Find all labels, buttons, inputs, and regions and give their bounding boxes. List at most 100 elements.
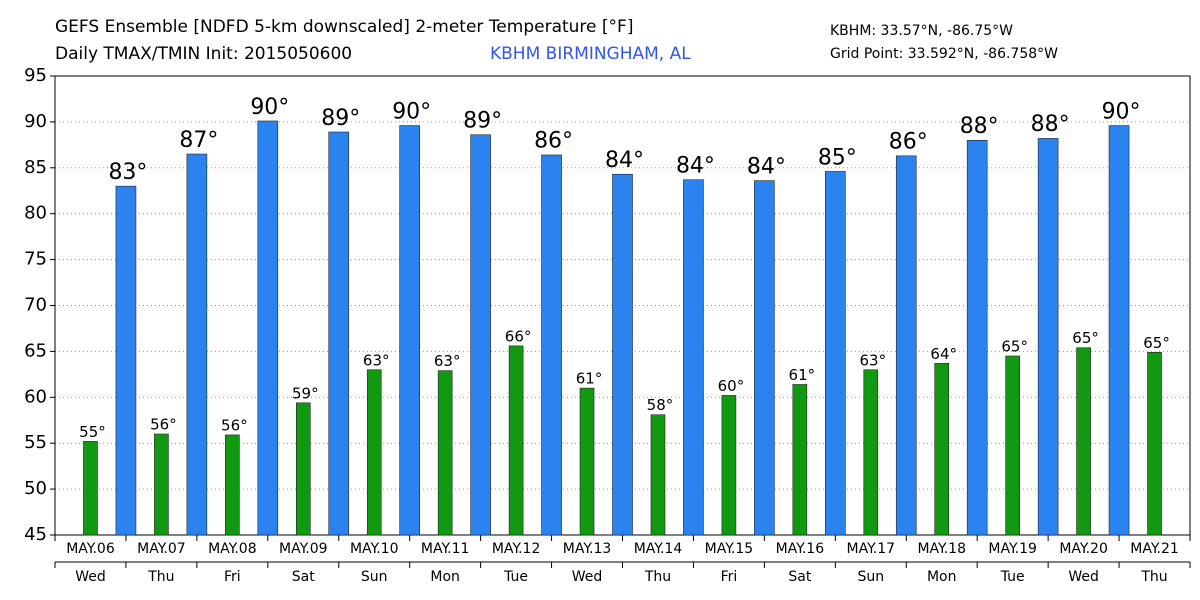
weekday-label: Wed <box>75 569 106 585</box>
tmin-bar <box>154 433 169 536</box>
tmax-bar <box>825 171 846 536</box>
y-tick-label: 50 <box>24 478 47 499</box>
value-label: 86° <box>889 130 928 155</box>
x-tick-label: MAY.11 <box>421 541 470 557</box>
tmin-bar <box>934 363 950 536</box>
y-tick-label: 70 <box>24 295 47 316</box>
tmax-bar <box>1037 138 1059 536</box>
y-tick-label: 75 <box>24 249 47 270</box>
weekday-label: Thu <box>147 569 174 585</box>
value-label: 65° <box>1072 329 1099 347</box>
value-label: 89° <box>321 106 360 131</box>
x-tick-label: MAY.20 <box>1059 541 1108 557</box>
tmin-bar <box>721 395 737 536</box>
weekday-label: Tue <box>503 569 528 585</box>
tmin-bar <box>437 370 453 536</box>
value-label: 84° <box>605 148 644 173</box>
value-label: 87° <box>179 128 218 153</box>
x-tick-label: MAY.13 <box>563 541 612 557</box>
weekday-label: Tue <box>1000 569 1025 585</box>
value-label: 90° <box>1102 99 1141 124</box>
weekday-label: Thu <box>644 569 671 585</box>
tmax-bar <box>541 154 562 536</box>
value-label: 90° <box>250 95 289 120</box>
weekday-label: Sun <box>857 569 884 585</box>
tmax-bar <box>328 131 350 536</box>
tmin-bar <box>366 369 382 536</box>
value-label: 83° <box>108 160 147 185</box>
value-label: 88° <box>960 114 999 139</box>
tmax-bar <box>966 139 988 536</box>
value-label: 65° <box>1001 337 1028 355</box>
value-label: 64° <box>930 345 957 363</box>
y-tick-label: 80 <box>24 203 47 224</box>
tmax-bar <box>399 125 420 536</box>
station-coords: KBHM: 33.57°N, -86.75°W <box>830 23 1013 39</box>
x-tick-label: MAY.09 <box>279 541 328 557</box>
tmin-bar <box>650 414 666 536</box>
value-label: 85° <box>818 145 857 170</box>
weekday-label: Fri <box>224 569 241 585</box>
value-label: 55° <box>79 423 106 441</box>
value-label: 89° <box>463 109 502 134</box>
x-tick-label: MAY.06 <box>66 541 115 557</box>
tmin-bar <box>225 434 240 536</box>
value-label: 65° <box>1143 334 1170 352</box>
tmin-bar <box>792 384 808 536</box>
tmin-bar <box>1005 355 1020 536</box>
value-label: 63° <box>859 351 886 369</box>
x-tick-label: MAY.07 <box>137 541 186 557</box>
weekday-label: Mon <box>927 569 957 585</box>
value-label: 56° <box>150 416 177 434</box>
chart-title: GEFS Ensemble [NDFD 5-km downscaled] 2-m… <box>55 17 633 37</box>
x-tick-label: MAY.17 <box>847 541 896 557</box>
value-label: 58° <box>647 396 674 414</box>
tmin-bar <box>579 387 595 536</box>
value-label: 63° <box>363 351 390 369</box>
value-label: 84° <box>676 154 715 179</box>
value-label: 86° <box>534 129 573 154</box>
y-tick-label: 45 <box>24 524 47 545</box>
y-tick-label: 90 <box>24 111 47 132</box>
x-tick-label: MAY.19 <box>988 541 1037 557</box>
x-tick-label: MAY.14 <box>634 541 683 557</box>
tmax-bar <box>470 134 491 536</box>
value-label: 63° <box>434 352 461 370</box>
value-label: 61° <box>576 370 603 388</box>
weekday-label: Wed <box>572 569 603 585</box>
x-tick-label: MAY.15 <box>705 541 754 557</box>
tmax-bar <box>1108 125 1130 536</box>
tmax-bar <box>612 173 633 536</box>
tmin-bar <box>295 402 311 536</box>
value-label: 56° <box>221 416 248 434</box>
y-tick-label: 65 <box>24 340 47 361</box>
weekday-label: Thu <box>1140 569 1167 585</box>
y-tick-label: 85 <box>24 157 47 178</box>
x-tick-label: MAY.16 <box>776 541 825 557</box>
tmin-bar <box>83 441 98 536</box>
tmax-bar <box>186 153 208 536</box>
x-tick-label: MAY.10 <box>350 541 399 557</box>
weekday-label: Sat <box>292 569 315 585</box>
weekday-label: Mon <box>430 569 460 585</box>
tmax-bar <box>683 179 704 536</box>
value-label: 59° <box>292 384 319 402</box>
weekday-label: Wed <box>1068 569 1099 585</box>
weekday-label: Fri <box>721 569 738 585</box>
tmax-bar <box>754 180 775 536</box>
tmin-bar <box>863 369 879 536</box>
y-tick-label: 55 <box>24 432 47 453</box>
weekday-label: Sun <box>361 569 388 585</box>
tmin-bar <box>1076 347 1091 536</box>
value-label: 61° <box>789 366 816 384</box>
tmax-bar <box>895 155 917 536</box>
value-label: 66° <box>505 327 532 345</box>
x-tick-label: MAY.21 <box>1130 541 1179 557</box>
x-tick-label: MAY.18 <box>917 541 966 557</box>
value-label: 90° <box>392 99 431 124</box>
y-tick-label: 95 <box>24 65 47 86</box>
weekday-label: Sat <box>788 569 811 585</box>
tmin-bar <box>1147 352 1162 536</box>
tmax-bar <box>257 120 279 536</box>
